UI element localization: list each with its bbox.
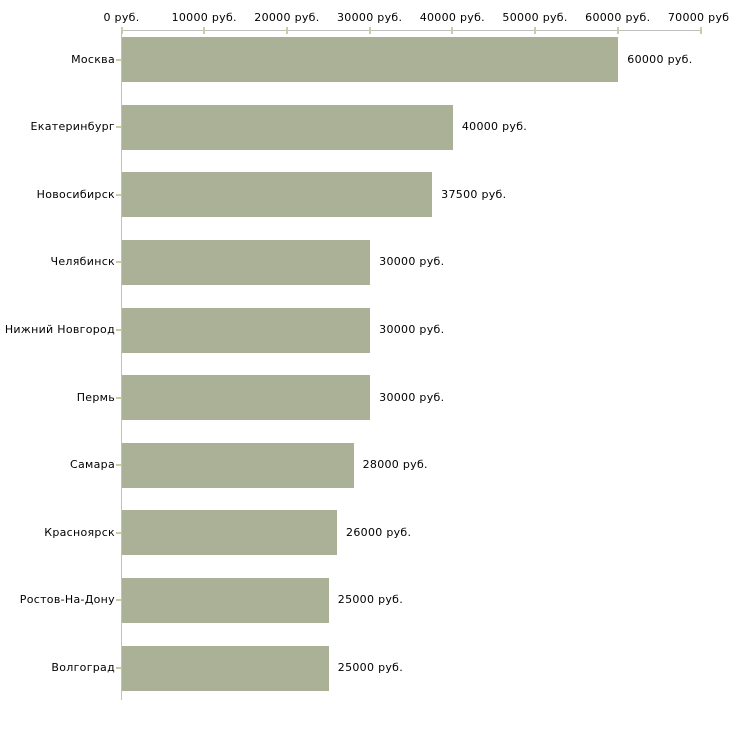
x-axis-tick-label: 20000 руб. <box>254 11 320 24</box>
category-label: Самара <box>70 458 115 472</box>
category-label: Пермь <box>76 390 115 404</box>
x-axis-tick-mark <box>699 27 702 34</box>
category-tick-mark <box>116 261 121 264</box>
category-tick-mark <box>116 126 121 129</box>
x-axis-tick-label: 60000 руб. <box>585 11 651 24</box>
x-axis-line <box>121 30 701 31</box>
category-tick-mark <box>116 531 121 534</box>
x-axis-tick-mark <box>368 27 371 34</box>
x-axis-tick-mark <box>285 27 288 34</box>
value-label: 30000 руб. <box>379 390 445 404</box>
x-axis-tick-mark <box>616 27 619 34</box>
bar <box>122 104 453 150</box>
category-tick-mark <box>116 464 121 467</box>
value-label: 25000 руб. <box>337 593 404 607</box>
bar <box>122 37 619 83</box>
value-label: 25000 руб. <box>337 661 404 674</box>
category-tick-mark <box>116 396 121 399</box>
category-label: Екатеринбург <box>30 120 115 134</box>
x-axis-tick-label: 30000 руб. <box>337 11 403 24</box>
bar <box>122 577 329 623</box>
x-axis-tick-label: 40000 руб. <box>419 11 485 24</box>
category-label: Москва <box>71 52 115 66</box>
value-label: 60000 руб. <box>627 52 693 66</box>
x-axis-tick-mark <box>534 27 537 34</box>
bar <box>122 172 433 218</box>
category-label: Челябинск <box>50 255 115 269</box>
value-label: 30000 руб. <box>379 323 445 336</box>
category-label: Красноярск <box>44 525 115 539</box>
x-axis-tick-label: 0 руб. <box>103 11 140 24</box>
category-tick-mark <box>116 329 121 331</box>
category-label: Волгоград <box>51 661 115 674</box>
value-label: 40000 руб. <box>461 120 528 134</box>
category-label: Нижний Новгород <box>4 323 115 336</box>
bar <box>122 307 371 353</box>
bar <box>122 239 371 285</box>
x-axis-tick-mark <box>203 27 206 34</box>
bar <box>122 375 371 421</box>
category-tick-mark <box>116 667 121 669</box>
bar <box>122 645 329 691</box>
x-axis-tick-label: 50000 руб. <box>502 11 568 24</box>
x-axis-tick-label: 70000 руб. <box>667 11 730 24</box>
y-axis-line <box>121 30 122 700</box>
category-label: Ростов-На-Дону <box>19 593 115 607</box>
x-axis-tick-mark <box>451 27 454 34</box>
category-tick-mark <box>116 58 121 61</box>
value-label: 37500 руб. <box>441 187 507 201</box>
x-axis-tick-label: 10000 руб. <box>171 11 237 24</box>
category-tick-mark <box>116 599 121 602</box>
bar <box>122 442 354 488</box>
value-label: 26000 руб. <box>346 525 412 539</box>
category-label: Новосибирск <box>36 187 115 201</box>
value-label: 28000 руб. <box>362 458 428 472</box>
value-label: 30000 руб. <box>379 255 445 269</box>
category-tick-mark <box>116 193 121 196</box>
bar <box>122 510 338 556</box>
